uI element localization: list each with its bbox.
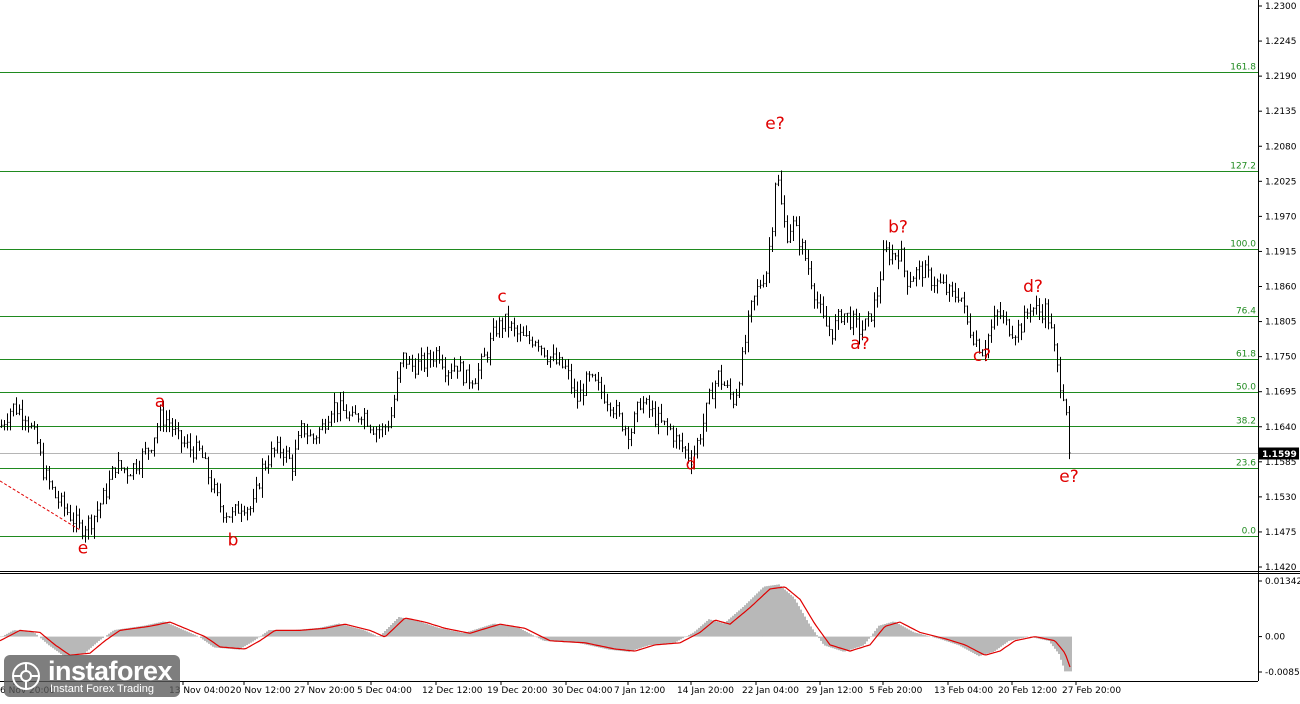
- fib-level-label: 0.0: [1242, 527, 1257, 537]
- brand-name: instaforex: [48, 656, 173, 686]
- current-price-tag-bg: [1259, 447, 1299, 460]
- oscillator-signal-line: [0, 586, 1071, 668]
- instaforex-mark-icon: [12, 662, 40, 690]
- time-tick-label: 13 Nov 04:00: [169, 686, 230, 696]
- time-tick-label: 7 Jan 12:00: [614, 686, 666, 696]
- fib-level-label: 100.0: [1230, 240, 1256, 250]
- main-panel: [0, 0, 1258, 571]
- current-price-tag: 1.1599: [1259, 447, 1299, 460]
- price-tick-label: 1.1970: [1265, 212, 1297, 222]
- trendline: [0, 480, 81, 531]
- price-tick-label: 1.2080: [1265, 142, 1297, 152]
- price-tick-label: 1.1695: [1265, 388, 1297, 398]
- wave-label: b?: [888, 217, 908, 237]
- wave-label: d: [686, 454, 697, 474]
- time-tick-label: 5 Dec 04:00: [357, 686, 412, 696]
- wave-label: a: [155, 392, 165, 412]
- fib-level-label: 23.6: [1236, 459, 1256, 469]
- price-tick-label: 1.2025: [1265, 177, 1297, 187]
- time-tick-label: 27 Feb 20:00: [1062, 686, 1121, 696]
- time-tick-label: 30 Dec 04:00: [552, 686, 613, 696]
- oscillator-tick-label: 0.01342: [1265, 577, 1300, 587]
- instaforex-logo: instaforex Instant Forex Trading: [4, 655, 180, 697]
- time-tick-label: 5 Feb 20:00: [869, 686, 923, 696]
- price-tick-label: 1.1750: [1265, 353, 1297, 363]
- wave-label: e?: [1059, 467, 1078, 487]
- fib-level-label: 50.0: [1236, 383, 1256, 393]
- price-tick-label: 1.2190: [1265, 72, 1297, 82]
- oscillator-tick-label: -0.00855: [1265, 668, 1300, 678]
- price-tick-label: 1.2245: [1265, 37, 1297, 47]
- time-tick-label: 13 Feb 04:00: [934, 686, 993, 696]
- price-tick-label: 1.1860: [1265, 283, 1297, 293]
- wave-label: d?: [1023, 277, 1043, 297]
- fib-level-label: 127.2: [1230, 162, 1256, 172]
- current-price-tag-label: 1.1599: [1262, 450, 1297, 460]
- price-bars: [0, 170, 1071, 543]
- time-tick-label: 27 Nov 20:00: [294, 686, 355, 696]
- fib-level-label: 161.8: [1230, 63, 1256, 73]
- time-tick-label: 20 Nov 12:00: [230, 686, 291, 696]
- price-tick-label: 1.1640: [1265, 423, 1297, 433]
- time-tick-label: 20 Feb 12:00: [998, 686, 1057, 696]
- wave-label: e?: [765, 114, 784, 134]
- time-tick-label: 12 Dec 12:00: [422, 686, 483, 696]
- brand-tagline: Instant Forex Trading: [50, 683, 154, 695]
- wave-label: a?: [850, 334, 869, 354]
- price-tick-label: 1.1805: [1265, 318, 1297, 328]
- fib-level-label: 61.8: [1236, 350, 1256, 360]
- wave-label: e: [78, 539, 88, 559]
- oscillator-histogram: [0, 584, 1072, 672]
- time-tick-label: 19 Dec 20:00: [487, 686, 548, 696]
- price-tick-label: 1.1420: [1265, 563, 1297, 573]
- price-tick-label: 1.1585: [1265, 458, 1297, 468]
- price-tick-label: 1.2135: [1265, 107, 1297, 117]
- wave-label: c: [497, 287, 506, 307]
- fib-level-label: 76.4: [1236, 307, 1256, 317]
- oscillator-tick-label: 0.00: [1265, 633, 1285, 643]
- price-tick-label: 1.1530: [1265, 493, 1297, 503]
- price-tick-label: 1.2300: [1265, 2, 1297, 12]
- price-tick-label: 1.1475: [1265, 528, 1297, 538]
- time-tick-label: 29 Jan 12:00: [806, 686, 863, 696]
- wave-label: b: [228, 530, 239, 550]
- wave-label: c?: [973, 346, 991, 366]
- fib-level-label: 38.2: [1236, 417, 1256, 427]
- time-tick-label: 22 Jan 04:00: [742, 686, 799, 696]
- price-tick-label: 1.1915: [1265, 247, 1297, 257]
- time-tick-label: 14 Jan 20:00: [677, 686, 734, 696]
